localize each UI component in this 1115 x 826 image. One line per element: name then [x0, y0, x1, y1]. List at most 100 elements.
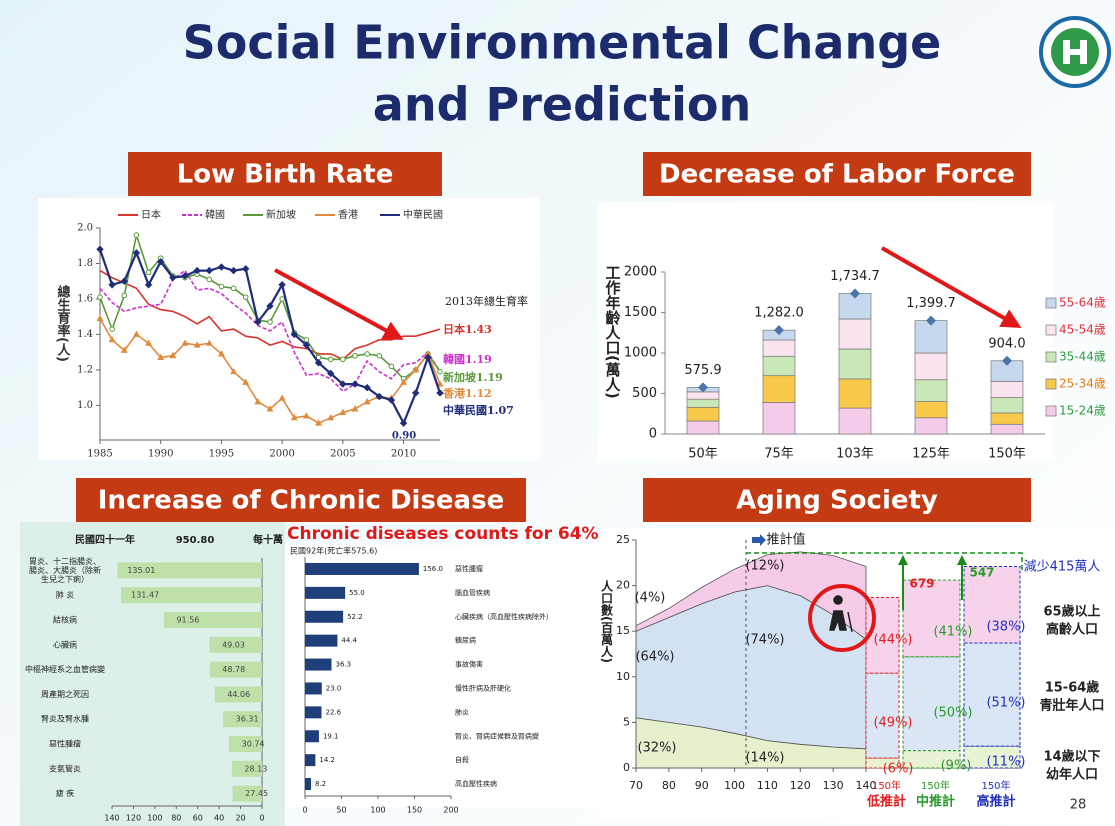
decrease-bracket [746, 552, 1023, 570]
total-marker [774, 325, 784, 336]
category-label: 腎炎及腎水腫 [41, 714, 89, 724]
marker [254, 397, 262, 405]
bar-segment [762, 355, 796, 377]
series-line [99, 269, 441, 393]
x-tick-label: 140 [104, 814, 119, 823]
end-label: 韓國1.19 [443, 352, 492, 366]
bar [305, 586, 346, 599]
category-label: 支氣管炎 [49, 763, 81, 773]
category-label: 胃炎、十二指腸炎、 [29, 556, 101, 566]
value-label: 30.74 [242, 740, 265, 749]
value-label: 48.78 [222, 665, 245, 674]
x-tick-label: 130 [823, 779, 844, 792]
x-tick-label: 1985 [87, 449, 112, 460]
bar-segment [990, 397, 1024, 414]
value-label: 36.31 [236, 715, 259, 724]
x-tick-label: 140 [856, 779, 877, 792]
value-label: 91.56 [176, 616, 199, 625]
annotation: (44%) [873, 633, 912, 648]
end-label: 中華民國1.07 [443, 403, 514, 417]
x-tick-label: 70 [629, 779, 643, 792]
marker [181, 272, 189, 280]
marker [132, 249, 141, 257]
annotation: (51%) [986, 696, 1025, 711]
y-axis-label: 總生育率(人) [55, 284, 71, 361]
annotation: (50%) [933, 706, 972, 721]
marker [303, 336, 310, 343]
marker [193, 341, 201, 348]
category-label: 自殺 [455, 755, 469, 764]
category-label: 心臟病 [53, 639, 77, 649]
total-marker [926, 315, 936, 326]
marker [157, 257, 165, 266]
bar-segment [838, 318, 872, 350]
marker [108, 281, 116, 289]
y-tick-label: 15 [616, 624, 630, 637]
bar [305, 610, 344, 623]
page-number: 28 [1070, 798, 1087, 813]
marker [314, 359, 323, 367]
table-header: 民國四十一年 [75, 533, 135, 546]
marker [205, 339, 213, 346]
y-tick-label: 2.0 [77, 223, 93, 234]
marker [290, 330, 298, 339]
annotation: (49%) [873, 716, 912, 731]
annotation: (64%) [635, 650, 674, 665]
marker [230, 285, 237, 292]
total-marker [1002, 355, 1012, 366]
annotation: (32%) [637, 741, 676, 756]
x-tick-label: 1990 [148, 449, 173, 460]
marker [96, 314, 104, 321]
series-label: 14歲以下 [1043, 749, 1100, 765]
value-label: 135.01 [127, 566, 155, 575]
highlight-circle [808, 584, 876, 652]
annotation: (12%) [745, 559, 784, 574]
value-label: 14.2 [319, 756, 335, 764]
value-label: 131.47 [131, 591, 159, 600]
bar [223, 711, 262, 728]
section-banner [76, 478, 526, 522]
projection-year: 150年 [872, 779, 901, 792]
series-label: 幼年人口 [1046, 767, 1098, 783]
x-tick-label: 200 [443, 806, 458, 815]
marker [327, 356, 334, 363]
marker [145, 339, 153, 346]
annotation: (41%) [933, 625, 972, 640]
bar-segment [686, 420, 720, 435]
y-tick-label: 5 [623, 715, 630, 728]
marker [193, 266, 201, 275]
marker [363, 383, 371, 392]
bar [305, 754, 316, 767]
section-banner [643, 152, 1031, 196]
projection-label: 高推計 [976, 794, 1015, 810]
bar [305, 778, 311, 791]
y-tick-label: 1.8 [77, 258, 93, 269]
bar [229, 736, 262, 752]
marker [133, 232, 140, 238]
marker [388, 363, 395, 370]
marker [206, 276, 213, 283]
marker [120, 346, 128, 353]
x-tick-label: 2000 [269, 449, 294, 460]
total-label: 1,282.0 [754, 306, 804, 321]
total-label: 1,399.7 [906, 296, 956, 311]
y-tick-label: 1000 [624, 346, 657, 361]
marker [278, 281, 286, 289]
marker [109, 326, 115, 332]
x-tick-label: 150年 [988, 447, 1026, 462]
bar [117, 562, 262, 579]
bar-segment [914, 379, 948, 402]
value-label: 36.3 [335, 661, 351, 669]
marker [132, 330, 140, 337]
annotation: (4%) [635, 591, 666, 606]
marker [266, 302, 274, 310]
x-tick-label: 100 [370, 806, 385, 815]
bar [305, 730, 319, 743]
marker [437, 368, 443, 375]
legend-swatch [1045, 378, 1057, 390]
category-label: 腎炎、腎病症候群及腎病變 [455, 731, 539, 740]
bar-segment [838, 378, 872, 409]
y-tick-label: 1.2 [77, 364, 93, 375]
chart-panel [38, 198, 540, 460]
end-label: 日本1.43 [443, 322, 492, 336]
